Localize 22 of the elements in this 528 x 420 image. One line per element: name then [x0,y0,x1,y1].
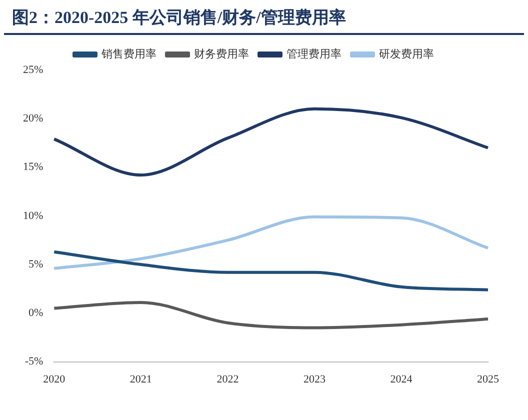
x-tick-label: 2024 [390,373,413,386]
line-series [52,300,490,330]
x-tick-label: 2023 [303,373,326,386]
y-tick-label: 15% [22,161,44,174]
chart-title: 图2：2020-2025 年公司销售/财务/管理费用率 [4,0,524,35]
y-tick-label: 25% [22,64,44,76]
y-tick-label: 5% [28,258,44,270]
x-tick-label: 2021 [130,373,152,386]
y-tick-label: -5% [24,356,44,368]
line-series [52,107,490,177]
line-series [52,215,490,270]
legend-label: 销售费用率 [100,47,156,60]
y-tick-label: 20% [22,112,44,125]
x-tick-label: 2022 [216,373,239,386]
legend-label: 研发费用率 [379,47,434,60]
legend-label: 财务费用率 [194,47,249,60]
y-tick-label: 10% [22,210,44,222]
y-tick-label: 0% [28,307,44,320]
x-tick-label: 2020 [43,373,66,386]
x-tick-label: 2025 [477,373,500,386]
line-series [52,250,490,292]
legend-label: 管理费用率 [286,47,342,60]
